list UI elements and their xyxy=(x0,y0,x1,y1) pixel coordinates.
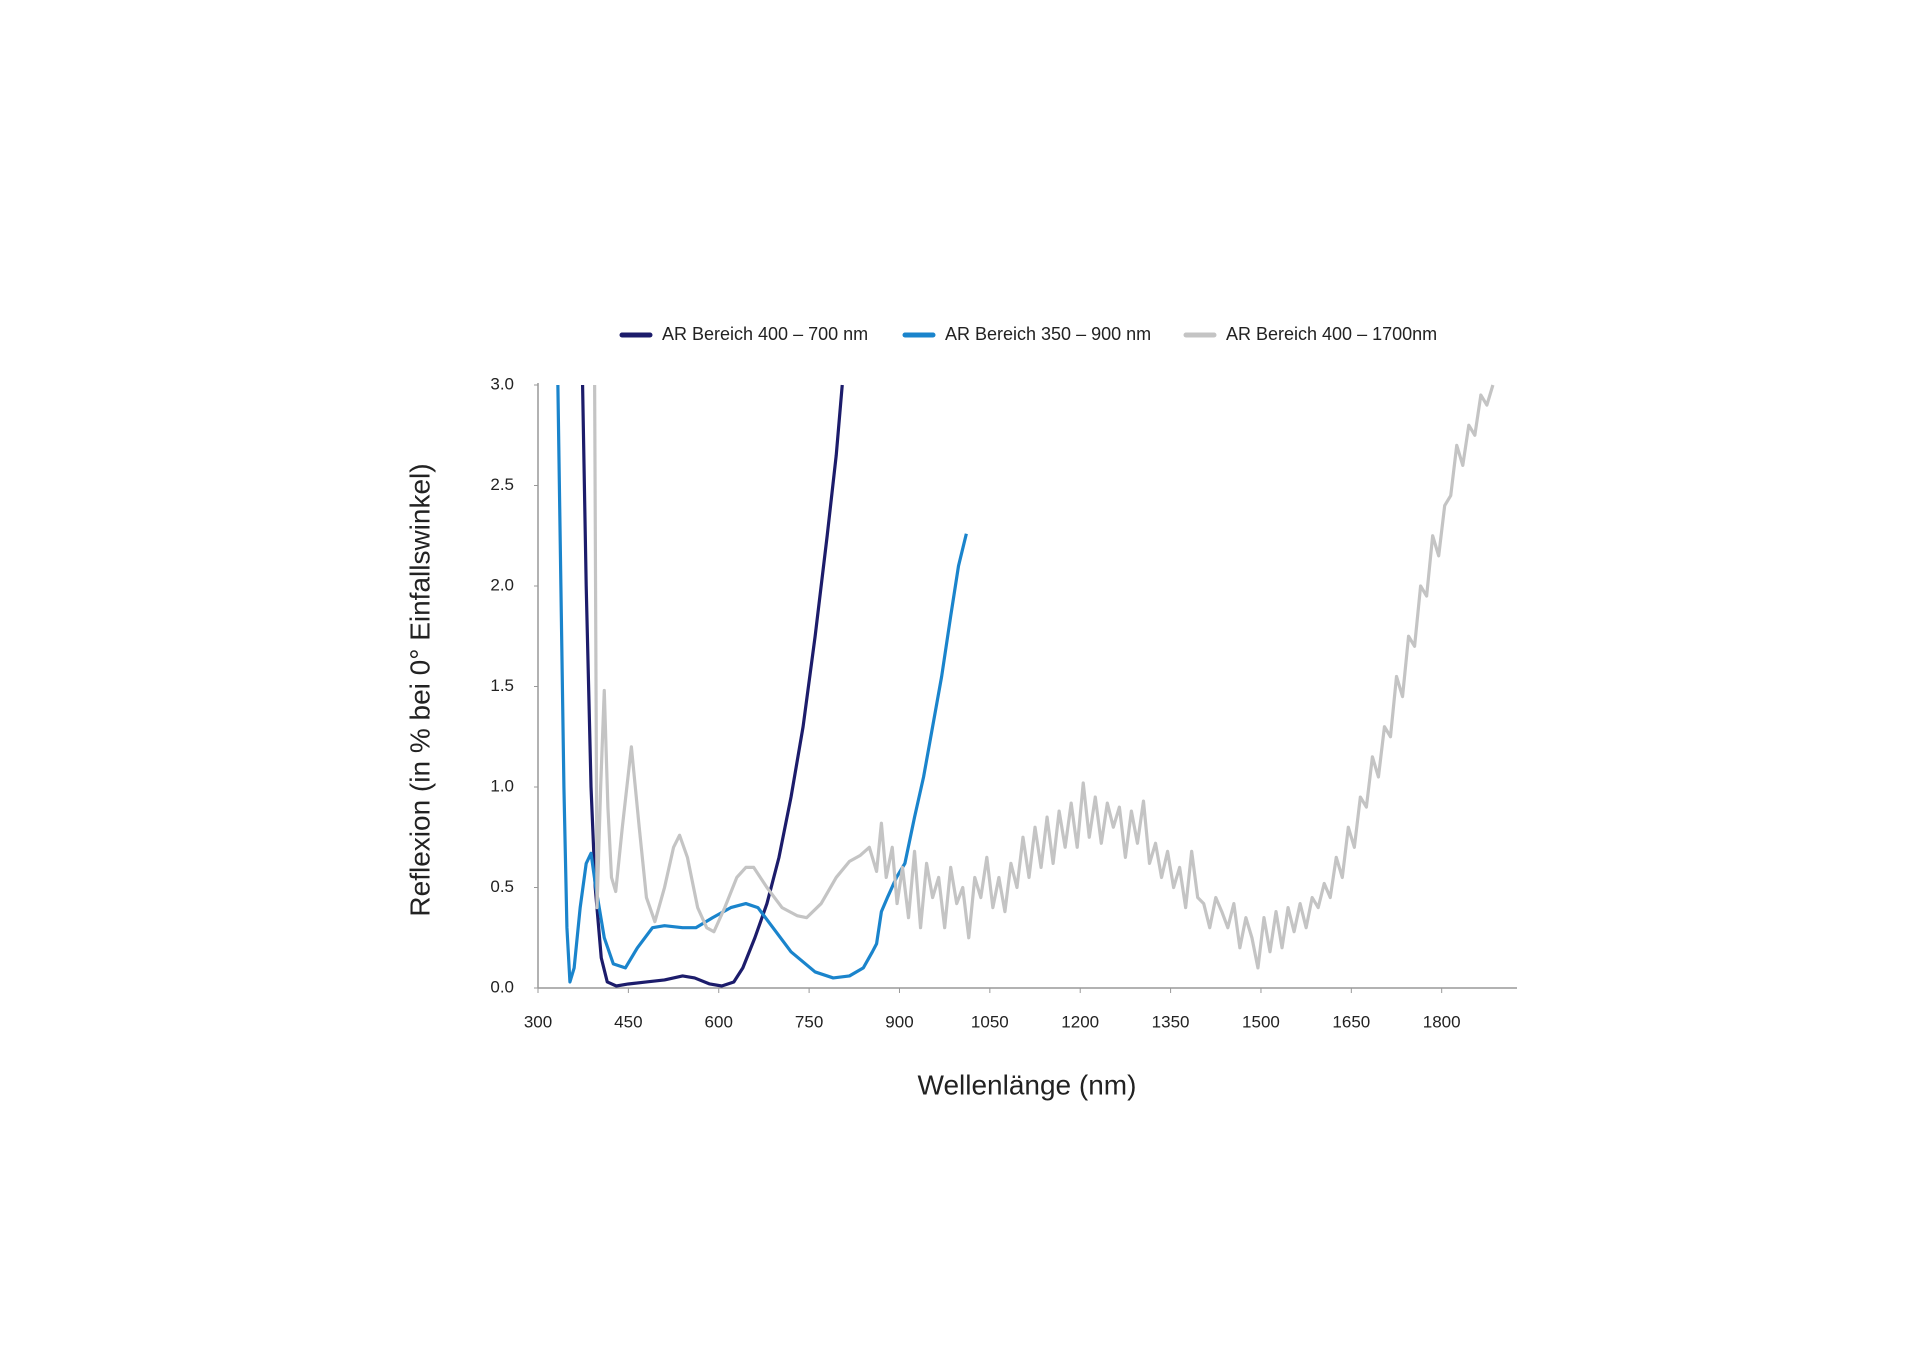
plot-area xyxy=(556,384,1495,988)
legend-label: AR Bereich 350 – 900 nm xyxy=(945,324,1151,344)
y-tick-label: 0.5 xyxy=(490,877,514,896)
y-tick-label: 2.0 xyxy=(490,575,514,594)
y-axis-title: Reflexion (in % bei 0° Einfallswinkel) xyxy=(404,463,435,916)
x-tick-label: 1800 xyxy=(1423,1012,1461,1031)
data-line xyxy=(580,384,844,988)
x-tick-label: 1650 xyxy=(1332,1012,1370,1031)
x-tick-label: 1350 xyxy=(1152,1012,1190,1031)
x-tick-label: 300 xyxy=(524,1012,552,1031)
y-tick-label: 1.0 xyxy=(490,776,514,795)
legend-label: AR Bereich 400 – 700 nm xyxy=(662,324,868,344)
x-tick-label: 900 xyxy=(885,1012,913,1031)
x-tick-label: 450 xyxy=(614,1012,642,1031)
x-tick-label: 1200 xyxy=(1061,1012,1099,1031)
y-tick-label: 0.0 xyxy=(490,977,514,996)
x-tick-label: 600 xyxy=(705,1012,733,1031)
legend-label: AR Bereich 400 – 1700nm xyxy=(1226,324,1437,344)
y-tick-label: 3.0 xyxy=(490,374,514,393)
y-tick-label: 1.5 xyxy=(490,676,514,695)
data-line xyxy=(593,384,1495,970)
legend: AR Bereich 400 – 700 nm AR Bereich 350 – … xyxy=(619,324,1437,344)
x-tick-label: 1500 xyxy=(1242,1012,1280,1031)
y-tick-label: 2.5 xyxy=(490,475,514,494)
x-tick-label: 1050 xyxy=(971,1012,1009,1031)
x-axis-title: Wellenlänge (nm) xyxy=(918,1069,1137,1100)
data-line xyxy=(556,384,968,984)
x-tick-label: 750 xyxy=(795,1012,823,1031)
axes: 0.0 0.5 1.0 1.5 2.0 2.5 3.0 300 450 600 750 900 1050… xyxy=(490,374,1517,1031)
